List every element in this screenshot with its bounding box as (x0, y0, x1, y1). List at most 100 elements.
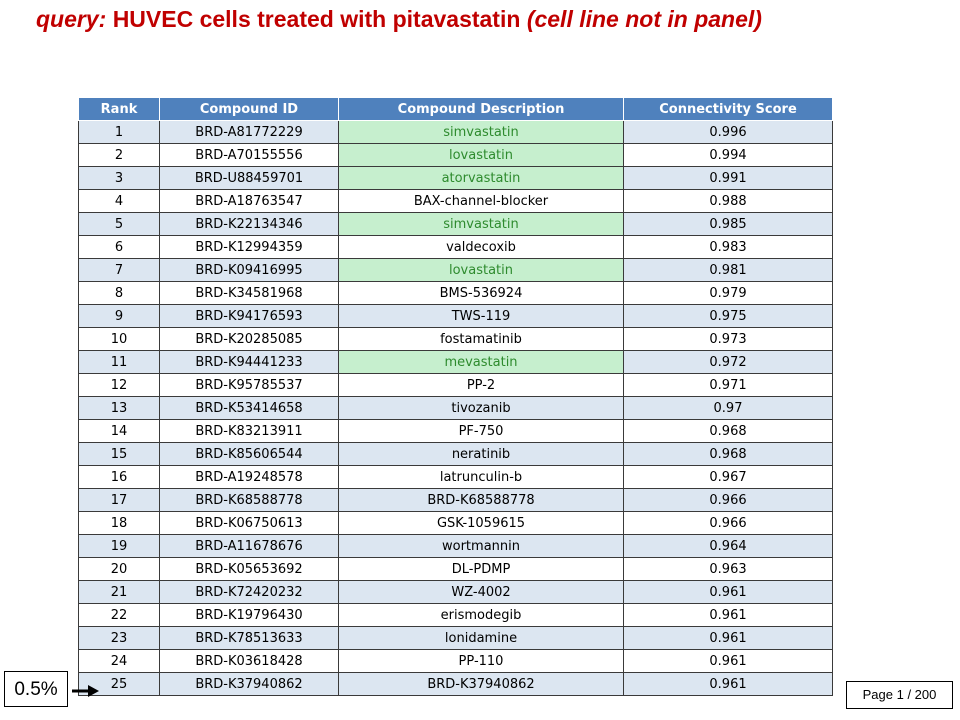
header-rank[interactable]: Rank (78, 97, 160, 121)
table-body: 1 BRD-A81772229 simvastatin 0.996 2 BRD-A7015… (78, 120, 833, 696)
table-row[interactable]: 13 BRD-K53414658 tivozanib 0.97 (78, 396, 833, 420)
compound-description-cell: DL-PDMP (338, 557, 624, 581)
connectivity-score-cell: 0.988 (623, 189, 833, 213)
connectivity-score-cell: 0.964 (623, 534, 833, 558)
table-row[interactable]: 3 BRD-U88459701 atorvastatin 0.991 (78, 166, 833, 190)
table-row[interactable]: 1 BRD-A81772229 simvastatin 0.996 (78, 120, 833, 144)
rank-cell: 15 (78, 442, 160, 466)
connectivity-score-cell: 0.967 (623, 465, 833, 489)
table-row[interactable]: 11 BRD-K94441233 mevastatin 0.972 (78, 350, 833, 374)
compound-description-cell: latrunculin-b (338, 465, 624, 489)
table-row[interactable]: 9 BRD-K94176593 TWS-119 0.975 (78, 304, 833, 328)
connectivity-score-cell: 0.979 (623, 281, 833, 305)
compound-id-cell: BRD-K94441233 (159, 350, 339, 374)
rank-cell: 23 (78, 626, 160, 650)
rank-cell: 20 (78, 557, 160, 581)
connectivity-score-cell: 0.994 (623, 143, 833, 167)
rank-cell: 10 (78, 327, 160, 351)
table-row[interactable]: 5 BRD-K22134346 simvastatin 0.985 (78, 212, 833, 236)
connectivity-score-cell: 0.983 (623, 235, 833, 259)
connectivity-score-cell: 0.963 (623, 557, 833, 581)
compound-id-cell: BRD-U88459701 (159, 166, 339, 190)
compound-id-cell: BRD-K53414658 (159, 396, 339, 420)
table-row[interactable]: 22 BRD-K19796430 erismodegib 0.961 (78, 603, 833, 627)
compound-description-cell: BAX-channel-blocker (338, 189, 624, 213)
compound-description-cell: valdecoxib (338, 235, 624, 259)
header-compound-description[interactable]: Compound Description (338, 97, 624, 121)
compound-description-cell: lovastatin (338, 258, 624, 282)
connectivity-score-cell: 0.991 (623, 166, 833, 190)
connectivity-score-cell: 0.972 (623, 350, 833, 374)
page-title: query: HUVEC cells treated with pitavast… (36, 6, 762, 33)
rank-cell: 21 (78, 580, 160, 604)
rank-cell: 8 (78, 281, 160, 305)
compound-id-cell: BRD-A81772229 (159, 120, 339, 144)
compound-description-cell: GSK-1059615 (338, 511, 624, 535)
compound-id-cell: BRD-K83213911 (159, 419, 339, 443)
compound-description-cell: wortmannin (338, 534, 624, 558)
connectivity-score-cell: 0.968 (623, 419, 833, 443)
table-row[interactable]: 18 BRD-K06750613 GSK-1059615 0.966 (78, 511, 833, 535)
compound-description-cell: WZ-4002 (338, 580, 624, 604)
compound-description-cell: simvastatin (338, 212, 624, 236)
rank-cell: 2 (78, 143, 160, 167)
table-row[interactable]: 25 BRD-K37940862 BRD-K37940862 0.961 (78, 672, 833, 696)
connectivity-score-cell: 0.961 (623, 649, 833, 673)
connectivity-score-cell: 0.961 (623, 626, 833, 650)
table-header-row: Rank Compound ID Compound Description Co… (78, 97, 833, 121)
compound-description-cell: neratinib (338, 442, 624, 466)
table-row[interactable]: 20 BRD-K05653692 DL-PDMP 0.963 (78, 557, 833, 581)
table-row[interactable]: 19 BRD-A11678676 wortmannin 0.964 (78, 534, 833, 558)
compound-description-cell: BRD-K68588778 (338, 488, 624, 512)
results-table: Rank Compound ID Compound Description Co… (78, 97, 833, 696)
title-main: HUVEC cells treated with pitavastatin (112, 6, 521, 32)
compound-description-cell: BRD-K37940862 (338, 672, 624, 696)
compound-id-cell: BRD-K06750613 (159, 511, 339, 535)
rank-cell: 12 (78, 373, 160, 397)
rank-cell: 19 (78, 534, 160, 558)
connectivity-score-cell: 0.97 (623, 396, 833, 420)
compound-id-cell: BRD-K05653692 (159, 557, 339, 581)
table-row[interactable]: 7 BRD-K09416995 lovastatin 0.981 (78, 258, 833, 282)
connectivity-score-cell: 0.961 (623, 603, 833, 627)
table-row[interactable]: 24 BRD-K03618428 PP-110 0.961 (78, 649, 833, 673)
header-connectivity-score[interactable]: Connectivity Score (623, 97, 833, 121)
table-row[interactable]: 12 BRD-K95785537 PP-2 0.971 (78, 373, 833, 397)
rank-cell: 3 (78, 166, 160, 190)
page-indicator: Page 1 / 200 (846, 681, 953, 709)
compound-description-cell: PP-110 (338, 649, 624, 673)
table-row[interactable]: 4 BRD-A18763547 BAX-channel-blocker 0.988 (78, 189, 833, 213)
connectivity-score-cell: 0.996 (623, 120, 833, 144)
table-row[interactable]: 16 BRD-A19248578 latrunculin-b 0.967 (78, 465, 833, 489)
compound-id-cell: BRD-K34581968 (159, 281, 339, 305)
table-row[interactable]: 6 BRD-K12994359 valdecoxib 0.983 (78, 235, 833, 259)
compound-description-cell: mevastatin (338, 350, 624, 374)
compound-id-cell: BRD-K85606544 (159, 442, 339, 466)
compound-description-cell: simvastatin (338, 120, 624, 144)
table-row[interactable]: 10 BRD-K20285085 fostamatinib 0.973 (78, 327, 833, 351)
compound-id-cell: BRD-K68588778 (159, 488, 339, 512)
compound-id-cell: BRD-A11678676 (159, 534, 339, 558)
connectivity-score-cell: 0.975 (623, 304, 833, 328)
connectivity-score-cell: 0.985 (623, 212, 833, 236)
title-suffix: (cell line not in panel) (526, 6, 762, 32)
table-row[interactable]: 21 BRD-K72420232 WZ-4002 0.961 (78, 580, 833, 604)
rank-cell: 16 (78, 465, 160, 489)
table-row[interactable]: 23 BRD-K78513633 lonidamine 0.961 (78, 626, 833, 650)
table-row[interactable]: 2 BRD-A70155556 lovastatin 0.994 (78, 143, 833, 167)
percent-label: 0.5% (4, 671, 68, 707)
compound-id-cell: BRD-A70155556 (159, 143, 339, 167)
table-row[interactable]: 15 BRD-K85606544 neratinib 0.968 (78, 442, 833, 466)
table-row[interactable]: 8 BRD-K34581968 BMS-536924 0.979 (78, 281, 833, 305)
header-compound-id[interactable]: Compound ID (159, 97, 339, 121)
compound-id-cell: BRD-K94176593 (159, 304, 339, 328)
compound-id-cell: BRD-K12994359 (159, 235, 339, 259)
compound-id-cell: BRD-K22134346 (159, 212, 339, 236)
connectivity-score-cell: 0.971 (623, 373, 833, 397)
compound-id-cell: BRD-K03618428 (159, 649, 339, 673)
table-row[interactable]: 17 BRD-K68588778 BRD-K68588778 0.966 (78, 488, 833, 512)
arrow-right-icon (72, 685, 99, 697)
rank-cell: 18 (78, 511, 160, 535)
compound-id-cell: BRD-K09416995 (159, 258, 339, 282)
table-row[interactable]: 14 BRD-K83213911 PF-750 0.968 (78, 419, 833, 443)
